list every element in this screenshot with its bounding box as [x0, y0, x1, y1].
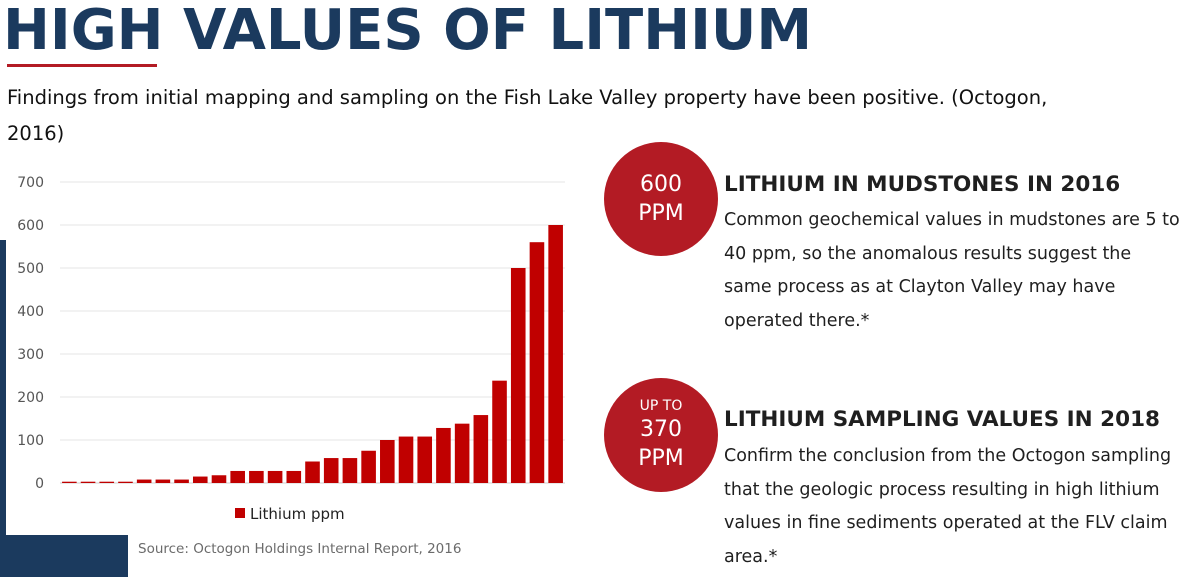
badge-unit: PPM: [638, 201, 684, 226]
chart-source: Source: Octogon Holdings Internal Report…: [138, 541, 462, 557]
bar-lithium-ppm: [230, 470, 245, 483]
y-tick-label: 400: [17, 304, 44, 320]
y-axis-ticks: 0 100 200 300 400 500 600 700: [17, 175, 44, 492]
bar-lithium-ppm: [267, 470, 283, 483]
page-title: HIGH VALUES OF LITHIUM: [3, 0, 813, 63]
bar-lithium-ppm: [99, 481, 115, 483]
bar-lithium-ppm: [211, 475, 227, 483]
bar-lithium-ppm: [155, 479, 171, 483]
badge-unit: PPM: [638, 445, 684, 471]
bar-lithium-ppm: [62, 481, 77, 483]
section-body-mudstones: Common geochemical values in mudstones a…: [724, 210, 1180, 332]
bar-lithium-ppm: [361, 450, 376, 483]
section-title-mudstones: LITHIUM IN MUDSTONES IN 2016: [724, 172, 1121, 197]
badge-value: 600: [640, 172, 682, 197]
y-tick-label: 0: [35, 476, 44, 492]
bar-lithium-ppm: [417, 436, 433, 483]
bar-lithium-ppm: [80, 481, 96, 483]
bar-lithium-ppm: [118, 481, 133, 483]
left-accent-block: [0, 535, 128, 577]
bar-lithium-ppm: [436, 427, 451, 483]
y-tick-label: 300: [17, 347, 44, 363]
y-tick-label: 700: [17, 175, 44, 191]
badge-value: 370: [640, 416, 682, 442]
bar-lithium-ppm: [305, 461, 320, 483]
bar-lithium-ppm: [398, 436, 414, 483]
bar-lithium-ppm: [342, 458, 358, 483]
y-tick-label: 500: [17, 261, 44, 277]
section-body-sampling: Confirm the conclusion from the Octogon …: [724, 446, 1172, 568]
bar-lithium-ppm: [510, 268, 526, 483]
legend-swatch: [235, 508, 245, 518]
y-tick-label: 600: [17, 218, 44, 234]
section-title-sampling: LITHIUM SAMPLING VALUES IN 2018: [724, 407, 1160, 432]
badge-prefix: UP TO: [639, 397, 683, 414]
badge-370-ppm: UP TO 370 PPM: [604, 378, 718, 492]
bar-lithium-ppm: [492, 380, 507, 483]
left-accent-bar: [0, 240, 6, 577]
bar-lithium-ppm: [286, 470, 302, 483]
chart-legend: Lithium ppm: [235, 505, 345, 523]
chart-gridlines: [60, 181, 565, 484]
bar-lithium-ppm: [454, 423, 470, 483]
lithium-bar-chart: 0 100 200 300 400 500 600 700 Lithium ppm: [17, 175, 565, 523]
title-underline: [7, 64, 157, 67]
y-tick-label: 200: [17, 390, 44, 406]
bar-lithium-ppm: [380, 440, 395, 483]
y-tick-label: 100: [17, 433, 44, 449]
legend-label: Lithium ppm: [250, 505, 345, 523]
bar-lithium-ppm: [473, 415, 489, 483]
bar-lithium-ppm: [529, 242, 545, 483]
bar-lithium-ppm: [323, 458, 339, 483]
chart-bars: [62, 225, 563, 483]
bar-lithium-ppm: [548, 225, 563, 483]
bar-lithium-ppm: [136, 479, 152, 483]
bar-lithium-ppm: [174, 479, 189, 483]
page-subtitle: Findings from initial mapping and sampli…: [7, 86, 1048, 145]
bar-lithium-ppm: [192, 476, 208, 483]
badge-600-ppm: 600 PPM: [604, 142, 718, 256]
bar-lithium-ppm: [249, 470, 264, 483]
